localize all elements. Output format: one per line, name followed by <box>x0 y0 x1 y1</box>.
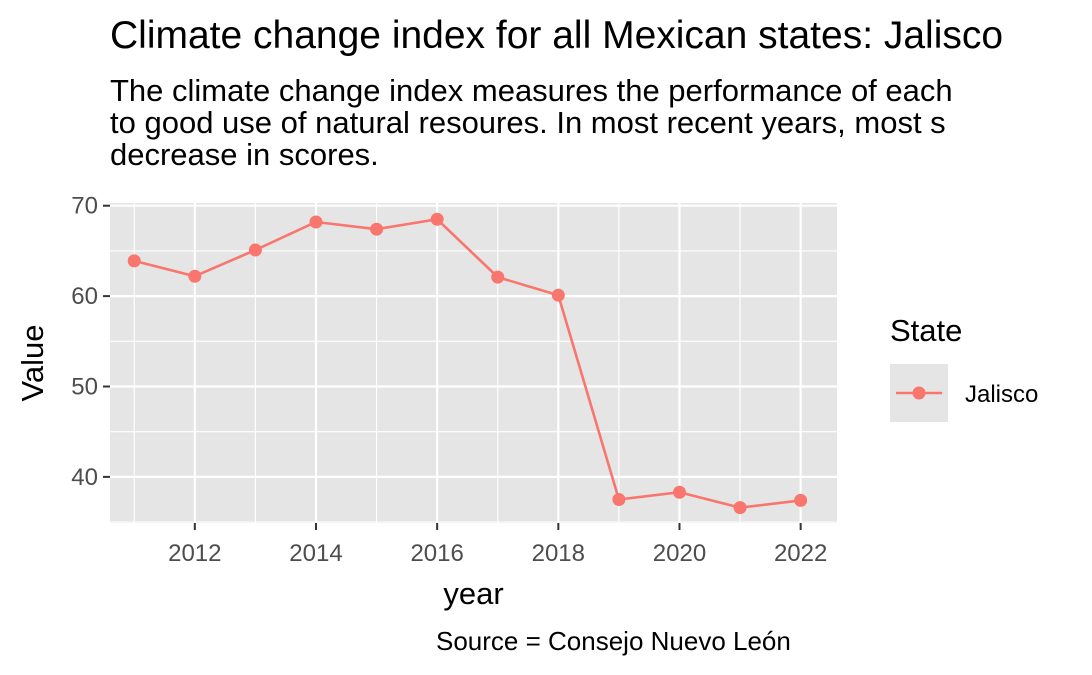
data-point <box>672 485 686 499</box>
data-point <box>551 288 565 302</box>
subtitle-line: decrease in scores. <box>110 137 379 172</box>
x-tick-label: 2012 <box>168 540 221 567</box>
data-point <box>248 243 262 257</box>
x-axis-title: year <box>443 576 503 611</box>
legend-key-point <box>912 386 926 400</box>
x-tick-label: 2020 <box>653 540 706 567</box>
y-tick-label: 50 <box>71 374 98 401</box>
data-point <box>430 212 444 226</box>
legend-label: Jalisco <box>965 381 1038 408</box>
data-point <box>309 215 323 229</box>
chart-subtitle: The climate change index measures the pe… <box>110 75 953 171</box>
plot-panel <box>110 203 837 523</box>
data-point <box>491 270 505 284</box>
x-tick-label: 2022 <box>774 540 827 567</box>
data-point <box>370 222 384 236</box>
subtitle-line: to good use of natural resoures. In most… <box>110 105 946 140</box>
y-tick-label: 40 <box>71 464 98 491</box>
x-tick-label: 2018 <box>532 540 585 567</box>
chart-caption: Source = Consejo Nuevo León <box>436 626 791 656</box>
x-tick-label: 2016 <box>410 540 463 567</box>
y-axis-title: Value <box>15 325 50 402</box>
legend-title: State <box>890 313 962 348</box>
data-point <box>794 493 808 507</box>
data-point <box>127 254 141 268</box>
data-point <box>188 269 202 283</box>
y-tick-label: 60 <box>71 283 98 310</box>
chart-title: Climate change index for all Mexican sta… <box>110 14 1004 57</box>
series-line <box>133 217 801 509</box>
y-tick-label: 70 <box>71 193 98 220</box>
data-point <box>733 501 747 515</box>
subtitle-line: The climate change index measures the pe… <box>110 73 953 108</box>
data-point <box>612 492 626 506</box>
x-tick-label: 2014 <box>289 540 342 567</box>
